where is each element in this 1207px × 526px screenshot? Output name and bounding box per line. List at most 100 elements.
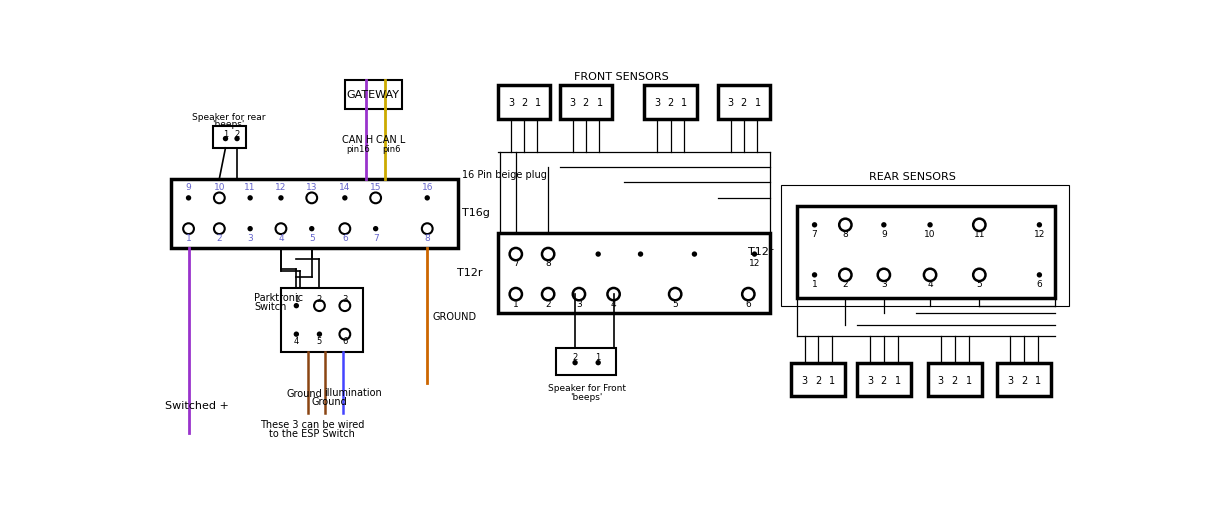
Circle shape	[422, 223, 432, 234]
Circle shape	[373, 226, 378, 231]
Circle shape	[669, 288, 681, 300]
Circle shape	[342, 195, 348, 200]
Circle shape	[216, 195, 222, 200]
Text: Ground: Ground	[286, 389, 322, 399]
Circle shape	[216, 226, 222, 231]
Circle shape	[611, 291, 617, 297]
Circle shape	[637, 251, 643, 257]
Text: 6: 6	[746, 300, 751, 309]
Text: 10: 10	[214, 184, 225, 193]
Text: 1: 1	[966, 376, 972, 386]
Circle shape	[1037, 222, 1042, 228]
Text: 6: 6	[342, 234, 348, 243]
Text: 2: 2	[815, 376, 822, 386]
Text: 2: 2	[951, 376, 958, 386]
Text: 1: 1	[811, 280, 817, 289]
Circle shape	[881, 222, 887, 228]
FancyBboxPatch shape	[171, 179, 457, 248]
Circle shape	[839, 269, 851, 281]
Circle shape	[546, 291, 550, 297]
Text: 7: 7	[373, 234, 379, 243]
FancyBboxPatch shape	[645, 85, 696, 118]
Circle shape	[425, 195, 430, 200]
Circle shape	[973, 269, 985, 281]
Text: 3: 3	[938, 376, 944, 386]
Text: 5: 5	[672, 300, 678, 309]
Text: Switched +: Switched +	[165, 401, 229, 411]
FancyBboxPatch shape	[717, 85, 770, 118]
Circle shape	[183, 223, 194, 234]
Text: 7: 7	[513, 259, 519, 268]
Text: 12: 12	[275, 184, 286, 193]
Text: 5: 5	[309, 234, 315, 243]
Text: 8: 8	[546, 259, 552, 268]
Circle shape	[607, 288, 619, 300]
Circle shape	[672, 291, 678, 297]
Circle shape	[279, 195, 284, 200]
Text: 3: 3	[342, 295, 348, 304]
FancyBboxPatch shape	[781, 185, 1068, 306]
Text: Speaker for rear: Speaker for rear	[192, 113, 266, 122]
Circle shape	[572, 360, 578, 366]
Text: 1: 1	[894, 376, 900, 386]
FancyBboxPatch shape	[997, 363, 1051, 396]
FancyBboxPatch shape	[556, 348, 616, 375]
Circle shape	[223, 136, 228, 141]
Text: 3: 3	[570, 98, 576, 108]
Text: CAN L: CAN L	[377, 135, 406, 145]
Text: GROUND: GROUND	[432, 312, 477, 322]
Text: Switch: Switch	[253, 302, 286, 312]
Text: CAN H: CAN H	[343, 135, 374, 145]
Text: 2: 2	[316, 295, 322, 304]
Text: 11: 11	[244, 184, 256, 193]
Text: pin16: pin16	[346, 145, 369, 154]
Text: 2: 2	[572, 353, 578, 362]
FancyBboxPatch shape	[560, 85, 612, 118]
Circle shape	[342, 226, 348, 231]
FancyBboxPatch shape	[498, 85, 550, 118]
FancyBboxPatch shape	[792, 363, 845, 396]
Text: 1: 1	[535, 98, 541, 108]
Circle shape	[812, 222, 817, 228]
Circle shape	[573, 288, 585, 300]
Circle shape	[842, 222, 849, 228]
Circle shape	[214, 223, 225, 234]
Circle shape	[371, 193, 381, 203]
Circle shape	[595, 360, 601, 366]
Circle shape	[309, 226, 315, 231]
Text: 7: 7	[811, 230, 817, 239]
Circle shape	[595, 251, 601, 257]
Text: Speaker for Front: Speaker for Front	[548, 383, 625, 392]
Circle shape	[927, 272, 933, 278]
Text: 10: 10	[925, 230, 935, 239]
Text: 1: 1	[186, 234, 192, 243]
Text: 3: 3	[1007, 376, 1013, 386]
Text: 12: 12	[1033, 230, 1045, 239]
Circle shape	[576, 291, 582, 297]
Circle shape	[542, 248, 554, 260]
Text: 3: 3	[801, 376, 807, 386]
Text: 1: 1	[596, 98, 602, 108]
Text: 5: 5	[316, 337, 322, 346]
Circle shape	[186, 226, 191, 231]
Circle shape	[275, 223, 286, 234]
Text: T12r: T12r	[748, 247, 774, 257]
FancyBboxPatch shape	[857, 363, 911, 396]
Text: 3: 3	[881, 280, 887, 289]
Circle shape	[742, 288, 754, 300]
Text: to the ESP Switch: to the ESP Switch	[269, 429, 355, 439]
Text: pin6: pin6	[381, 145, 401, 154]
Circle shape	[309, 195, 315, 200]
Text: 1: 1	[829, 376, 835, 386]
Circle shape	[247, 226, 252, 231]
Circle shape	[752, 251, 757, 257]
Circle shape	[293, 331, 299, 337]
Text: 4: 4	[927, 280, 933, 289]
Text: 6: 6	[1037, 280, 1043, 289]
Text: 13: 13	[307, 184, 317, 193]
Text: 16: 16	[421, 184, 433, 193]
Text: 4: 4	[293, 337, 299, 346]
Text: FRONT SENSORS: FRONT SENSORS	[573, 72, 669, 82]
Text: 1: 1	[293, 295, 299, 304]
Text: 'beeps': 'beeps'	[212, 120, 245, 129]
